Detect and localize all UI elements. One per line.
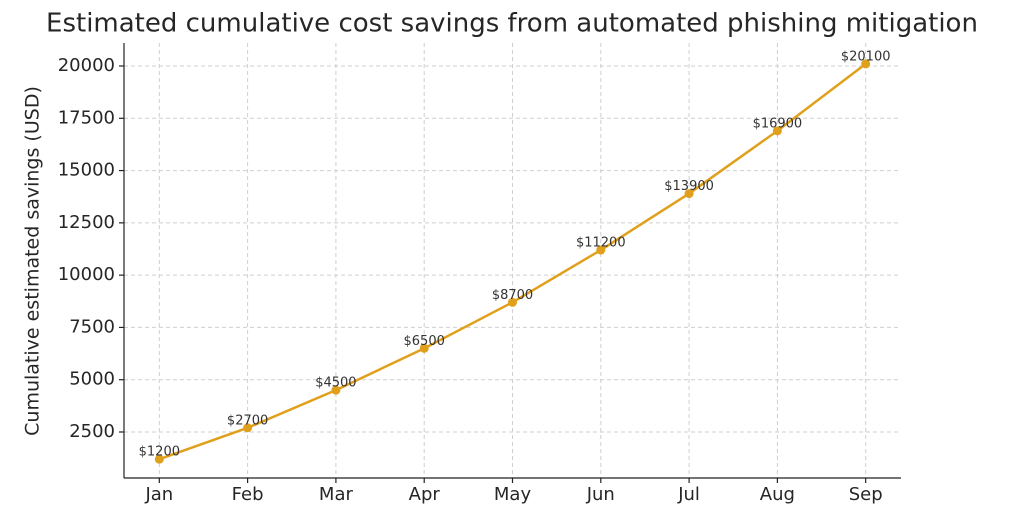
y-tick-label: 7500: [69, 316, 115, 337]
value-label: $11200: [576, 236, 626, 251]
value-label: $4500: [315, 376, 356, 391]
value-label: $6500: [404, 334, 445, 349]
point: [331, 385, 341, 395]
value-label: $13900: [664, 179, 714, 194]
y-tick-label: 5000: [69, 369, 115, 390]
y-tick-label: 10000: [58, 264, 115, 285]
point: [772, 126, 782, 136]
x-tick-label: Feb: [232, 484, 264, 505]
x-tick-label: Jan: [144, 484, 173, 505]
x-tick-label: Mar: [319, 484, 354, 505]
value-label: $16900: [753, 116, 803, 131]
point: [243, 423, 253, 433]
y-tick-label: 15000: [58, 160, 115, 181]
point: [861, 59, 871, 69]
value-label: $2700: [227, 413, 268, 428]
x-tick-label: Apr: [409, 484, 441, 505]
y-tick-label: 17500: [58, 107, 115, 128]
x-tick-label: Aug: [760, 484, 795, 505]
y-tick-label: 12500: [58, 212, 115, 233]
value-label: $20100: [841, 49, 891, 64]
chart-title: Estimated cumulative cost savings from a…: [46, 9, 978, 39]
point: [596, 245, 606, 255]
point: [154, 454, 164, 464]
value-label: $1200: [139, 445, 180, 460]
point: [684, 189, 694, 199]
x-tick-label: May: [494, 484, 532, 505]
value-label: $8700: [492, 288, 533, 303]
x-tick-label: Jul: [677, 484, 700, 505]
point: [419, 343, 429, 353]
y-axis-label: Cumulative estimated savings (USD): [22, 86, 44, 436]
y-tick-label: 2500: [69, 421, 115, 442]
point: [508, 297, 517, 307]
y-tick-label: 20000: [58, 55, 115, 76]
x-tick-label: Sep: [849, 484, 883, 505]
x-tick-label: Jun: [586, 484, 615, 505]
